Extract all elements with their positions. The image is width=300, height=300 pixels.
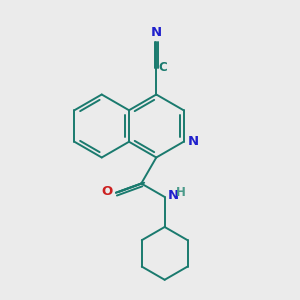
Text: N: N <box>188 135 199 148</box>
Text: N: N <box>151 26 162 39</box>
Text: C: C <box>159 61 167 74</box>
Text: H: H <box>176 186 186 199</box>
Text: N: N <box>168 189 179 202</box>
Text: O: O <box>101 185 112 198</box>
